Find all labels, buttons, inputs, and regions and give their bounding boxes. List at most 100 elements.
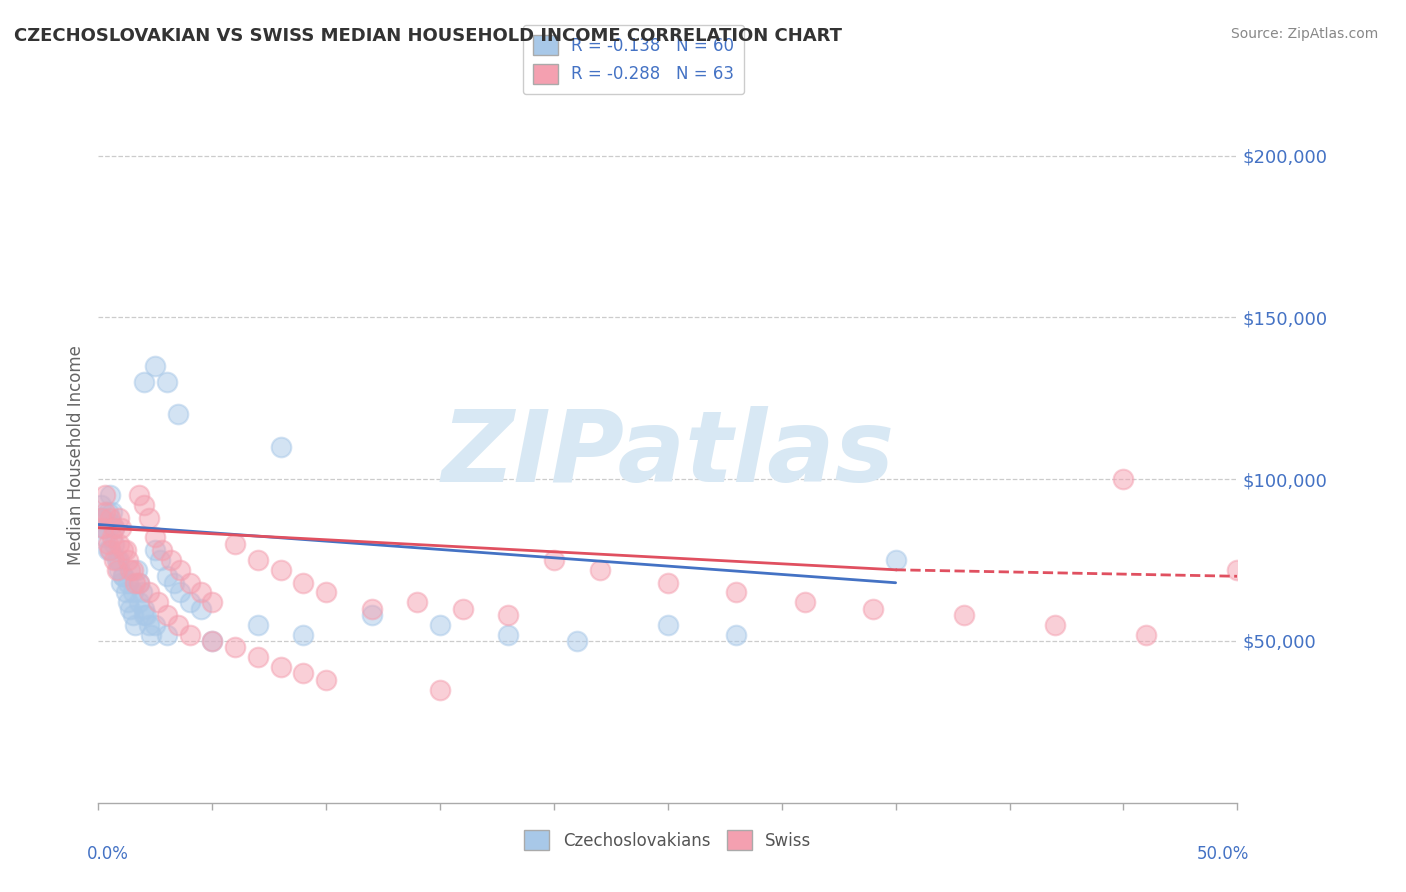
Swiss xyxy=(588,563,610,577)
Czechoslovakians xyxy=(145,359,167,373)
Czechoslovakians xyxy=(127,563,149,577)
Czechoslovakians xyxy=(167,408,190,422)
Swiss xyxy=(145,531,167,545)
Czechoslovakians xyxy=(124,617,146,632)
Swiss xyxy=(128,488,150,502)
Swiss xyxy=(246,553,269,567)
Swiss xyxy=(224,537,246,551)
Czechoslovakians xyxy=(91,521,114,535)
Swiss xyxy=(246,650,269,665)
Swiss xyxy=(98,511,121,525)
Swiss xyxy=(108,537,131,551)
Czechoslovakians xyxy=(94,521,117,535)
Czechoslovakians xyxy=(96,543,118,558)
Czechoslovakians xyxy=(101,504,124,518)
Swiss xyxy=(725,585,748,599)
Y-axis label: Median Household Income: Median Household Income xyxy=(66,345,84,565)
Czechoslovakians xyxy=(105,553,128,567)
Swiss xyxy=(121,563,143,577)
Czechoslovakians xyxy=(156,375,179,389)
Swiss xyxy=(201,595,224,609)
Text: 50.0%: 50.0% xyxy=(1197,845,1249,863)
Czechoslovakians xyxy=(162,575,184,590)
Swiss xyxy=(108,511,131,525)
Czechoslovakians xyxy=(110,575,132,590)
Swiss xyxy=(179,575,201,590)
Czechoslovakians xyxy=(120,601,142,615)
Czechoslovakians xyxy=(128,575,150,590)
Czechoslovakians xyxy=(132,601,155,615)
Swiss xyxy=(224,640,246,655)
Swiss xyxy=(101,531,124,545)
Czechoslovakians xyxy=(565,634,588,648)
Czechoslovakians xyxy=(96,504,118,518)
Swiss xyxy=(120,563,142,577)
Czechoslovakians xyxy=(169,585,191,599)
Swiss xyxy=(114,543,136,558)
Czechoslovakians xyxy=(131,585,153,599)
Swiss xyxy=(138,585,160,599)
Czechoslovakians xyxy=(121,608,143,623)
Czechoslovakians xyxy=(429,617,451,632)
Czechoslovakians xyxy=(103,537,125,551)
Czechoslovakians xyxy=(90,498,112,512)
Czechoslovakians xyxy=(292,627,315,641)
Swiss xyxy=(169,563,191,577)
Czechoslovakians xyxy=(246,617,269,632)
Czechoslovakians xyxy=(114,585,136,599)
Czechoslovakians xyxy=(132,375,155,389)
Swiss xyxy=(451,601,474,615)
Czechoslovakians xyxy=(121,585,143,599)
Czechoslovakians xyxy=(103,521,125,535)
Czechoslovakians xyxy=(98,543,121,558)
Swiss xyxy=(91,521,114,535)
Swiss xyxy=(657,575,679,590)
Czechoslovakians xyxy=(101,517,124,532)
Swiss xyxy=(124,575,146,590)
Swiss xyxy=(315,585,337,599)
Czechoslovakians xyxy=(132,608,155,623)
Czechoslovakians xyxy=(138,617,160,632)
Swiss xyxy=(112,543,135,558)
Swiss xyxy=(90,511,112,525)
Text: Source: ZipAtlas.com: Source: ZipAtlas.com xyxy=(1230,27,1378,41)
Czechoslovakians xyxy=(135,608,157,623)
Swiss xyxy=(1043,617,1066,632)
Swiss xyxy=(105,563,128,577)
Czechoslovakians xyxy=(179,595,201,609)
Swiss xyxy=(1135,627,1157,641)
Czechoslovakians xyxy=(149,553,172,567)
Czechoslovakians xyxy=(657,617,679,632)
Czechoslovakians xyxy=(156,627,179,641)
Czechoslovakians xyxy=(117,595,139,609)
Swiss xyxy=(167,617,190,632)
Swiss xyxy=(292,575,315,590)
Czechoslovakians xyxy=(190,601,212,615)
Czechoslovakians xyxy=(145,617,167,632)
Czechoslovakians xyxy=(117,575,139,590)
Swiss xyxy=(146,595,169,609)
Swiss xyxy=(98,543,121,558)
Czechoslovakians xyxy=(270,440,292,454)
Czechoslovakians xyxy=(156,569,179,583)
Swiss xyxy=(160,553,183,567)
Swiss xyxy=(270,660,292,674)
Czechoslovakians xyxy=(108,563,131,577)
Czechoslovakians xyxy=(139,627,162,641)
Swiss xyxy=(94,488,117,502)
Swiss xyxy=(179,627,201,641)
Swiss xyxy=(138,511,160,525)
Swiss xyxy=(270,563,292,577)
Swiss xyxy=(117,553,139,567)
Swiss xyxy=(128,575,150,590)
Czechoslovakians xyxy=(145,543,167,558)
Swiss xyxy=(862,601,884,615)
Swiss xyxy=(1226,563,1249,577)
Swiss xyxy=(292,666,315,681)
Swiss xyxy=(406,595,429,609)
Swiss xyxy=(360,601,382,615)
Text: ZIPatlas: ZIPatlas xyxy=(441,407,894,503)
Czechoslovakians xyxy=(128,595,150,609)
Czechoslovakians xyxy=(360,608,382,623)
Text: CZECHOSLOVAKIAN VS SWISS MEDIAN HOUSEHOLD INCOME CORRELATION CHART: CZECHOSLOVAKIAN VS SWISS MEDIAN HOUSEHOL… xyxy=(14,27,842,45)
